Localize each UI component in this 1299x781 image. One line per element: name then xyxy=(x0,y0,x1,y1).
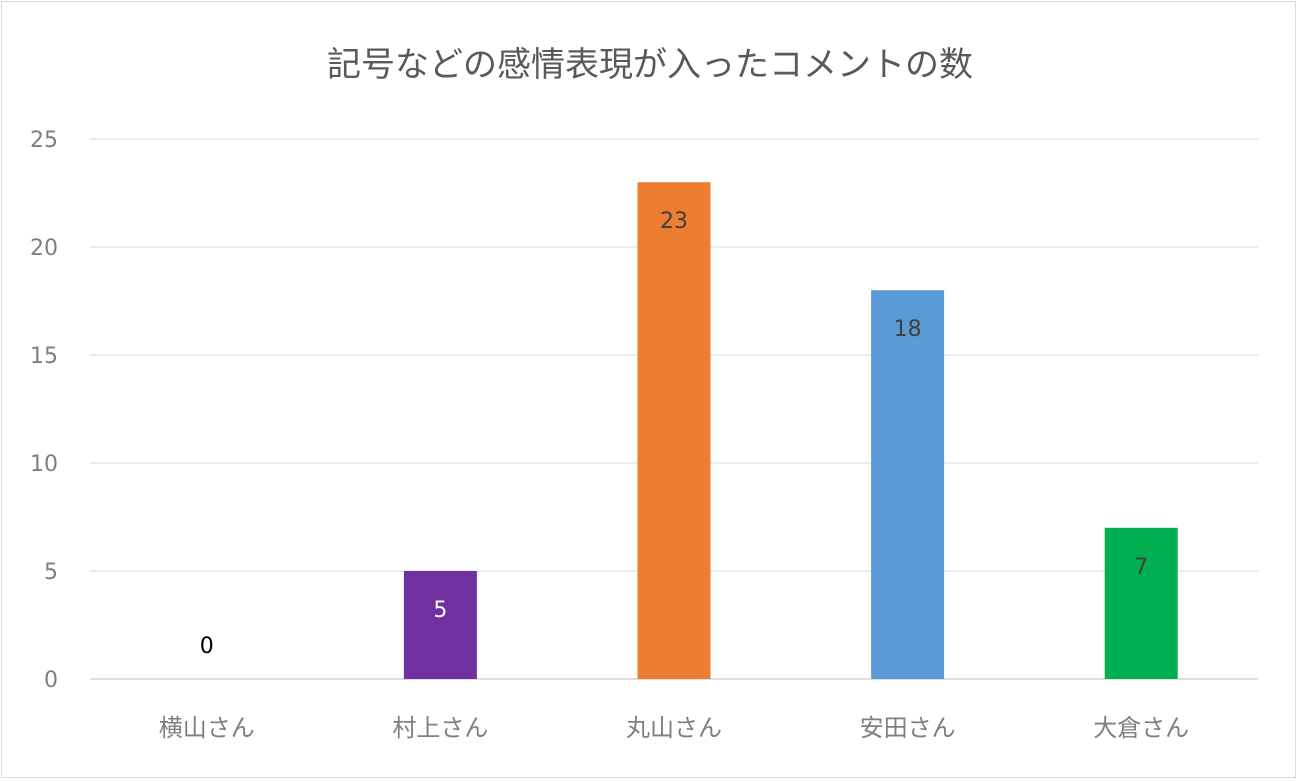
x-tick-label: 安田さん xyxy=(860,714,956,742)
chart-title: 記号などの感情表現が入ったコメントの数 xyxy=(327,45,973,85)
x-tick-label: 大倉さん xyxy=(1093,714,1189,742)
bar xyxy=(1104,527,1178,679)
x-tick-label: 村上さん xyxy=(392,714,488,742)
x-tick-label: 横山さん xyxy=(159,714,255,742)
y-tick-label: 20 xyxy=(30,236,58,261)
y-tick-label: 10 xyxy=(30,452,58,477)
y-tick-label: 25 xyxy=(30,128,58,153)
bar xyxy=(403,571,477,679)
data-label: 5 xyxy=(433,598,447,623)
bar xyxy=(871,290,945,679)
x-tick-label: 丸山さん xyxy=(626,714,722,742)
data-label: 23 xyxy=(660,209,688,234)
bar xyxy=(637,182,711,679)
y-tick-label: 5 xyxy=(44,560,58,585)
data-label: 0 xyxy=(200,634,214,659)
data-label: 7 xyxy=(1134,555,1148,580)
y-tick-label: 15 xyxy=(30,344,58,369)
y-tick-label: 0 xyxy=(44,668,58,693)
data-label: 18 xyxy=(894,317,922,342)
